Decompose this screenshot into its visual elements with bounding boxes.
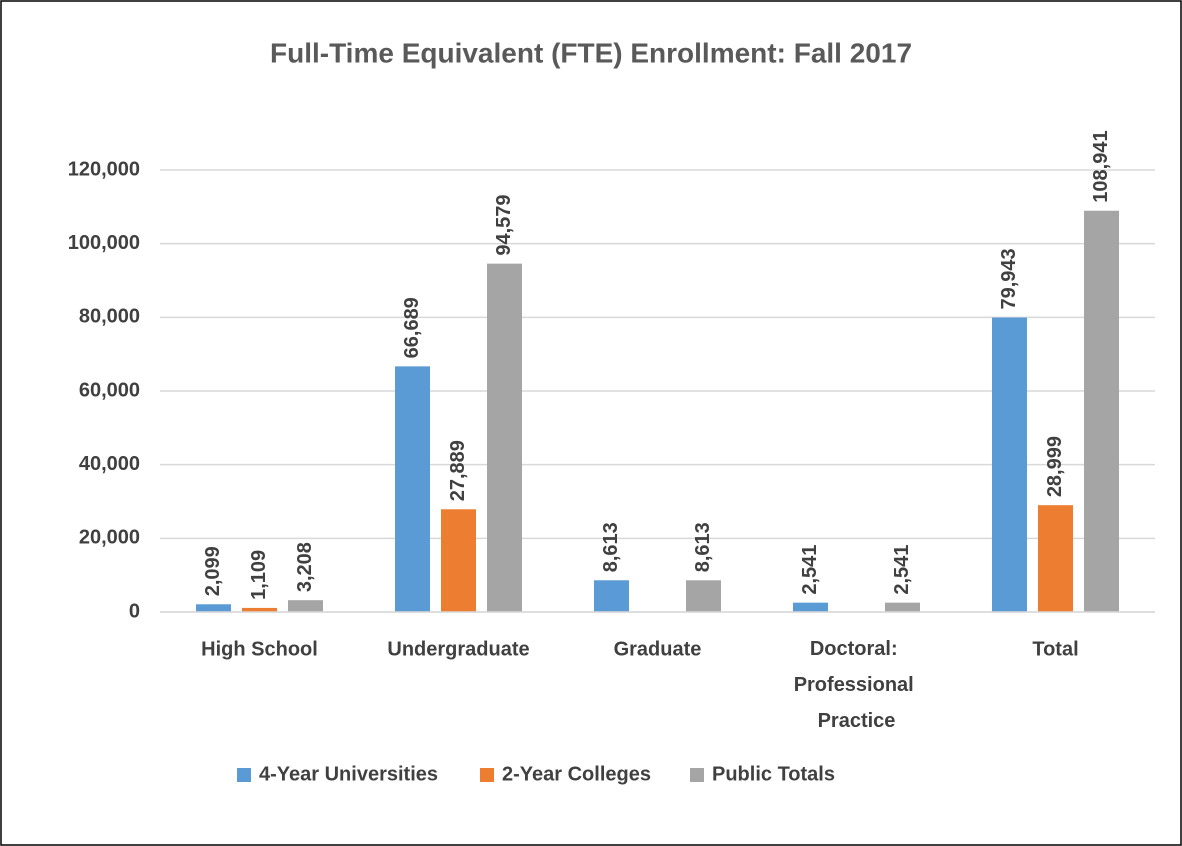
value-label: 28,999 xyxy=(1044,436,1066,497)
value-label: 108,941 xyxy=(1090,130,1112,202)
value-label: 2,541 xyxy=(799,545,821,595)
value-label: 2,541 xyxy=(891,545,913,595)
y-tick-label: 60,000 xyxy=(79,379,140,401)
x-tick-label: High School xyxy=(201,638,318,660)
y-tick-label: 120,000 xyxy=(68,158,140,180)
bar xyxy=(196,604,231,612)
bar xyxy=(793,602,828,612)
value-label: 94,579 xyxy=(493,194,515,255)
value-label: 8,613 xyxy=(692,522,714,572)
bar xyxy=(1084,210,1119,612)
bar xyxy=(594,580,629,612)
value-label: 27,889 xyxy=(447,440,469,501)
bar xyxy=(487,263,522,612)
legend-swatch xyxy=(690,768,704,782)
x-tick-label: Undergraduate xyxy=(387,638,529,660)
bar xyxy=(242,607,277,612)
bar xyxy=(395,366,430,612)
value-label: 1,109 xyxy=(248,550,270,600)
value-label: 79,943 xyxy=(998,248,1020,309)
value-label: 2,099 xyxy=(202,546,224,596)
bar xyxy=(885,602,920,612)
y-tick-label: 80,000 xyxy=(79,306,140,328)
legend-swatch xyxy=(237,768,251,782)
x-tick-label: Doctoral: Professional Practice xyxy=(794,638,920,732)
y-tick-label: 20,000 xyxy=(79,527,140,549)
value-label: 8,613 xyxy=(600,522,622,572)
bar xyxy=(1038,505,1073,612)
y-tick-label: 100,000 xyxy=(68,232,140,254)
x-tick-label: Total xyxy=(1032,638,1078,660)
legend-label: 2-Year Colleges xyxy=(502,763,651,785)
legend-swatch xyxy=(480,768,494,782)
y-tick-label: 40,000 xyxy=(79,453,140,475)
x-tick-label: Graduate xyxy=(614,638,702,660)
chart-title: Full-Time Equivalent (FTE) Enrollment: F… xyxy=(270,37,912,68)
bar xyxy=(441,509,476,612)
legend-label: 4-Year Universities xyxy=(259,763,438,785)
value-label: 66,689 xyxy=(401,297,423,358)
legend-label: Public Totals xyxy=(712,763,835,785)
bar xyxy=(992,317,1027,612)
bar xyxy=(288,600,323,612)
bar xyxy=(686,580,721,612)
value-label: 3,208 xyxy=(294,542,316,592)
y-tick-label: 0 xyxy=(129,600,140,622)
